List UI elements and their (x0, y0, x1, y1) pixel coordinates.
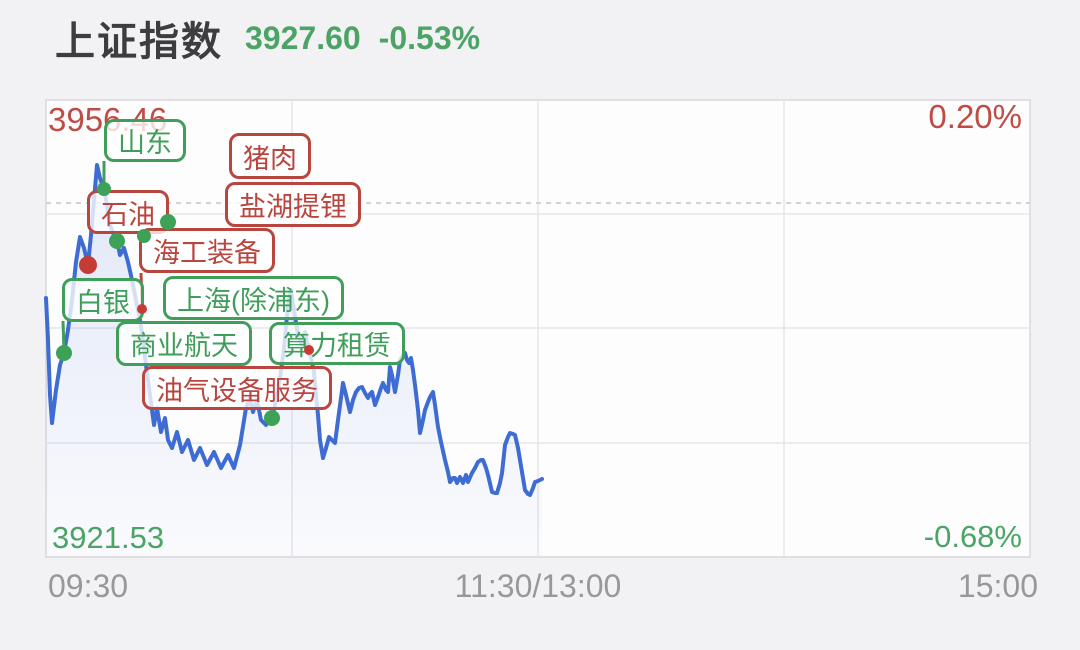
sector-tag-10[interactable]: 油气设备服务 (142, 366, 332, 410)
x-axis-label-midday: 11:30/13:00 (454, 568, 622, 604)
sector-tag-7[interactable]: 上海(除浦东) (163, 276, 344, 320)
sector-tag-8[interactable]: 商业航天 (116, 321, 252, 366)
x-axis-label-close: 15:00 (957, 568, 1038, 604)
sector-tag-5[interactable]: 海工装备 (139, 228, 275, 273)
sector-tag-1[interactable]: 山东 (104, 119, 186, 162)
index-last-price: 3927.60 (245, 19, 361, 56)
sector-tag-9[interactable]: 算力租赁 (269, 322, 405, 365)
index-change-percent: -0.53% (378, 19, 481, 56)
sector-tag-2[interactable]: 猪肉 (229, 133, 311, 179)
x-axis-label-open: 09:30 (48, 568, 129, 604)
sector-tag-6[interactable]: 白银 (62, 278, 144, 322)
index-name: 上证指数 (55, 20, 223, 64)
sector-tag-3[interactable]: 石油 (87, 190, 169, 234)
index-header: 上证指数 3927.60 -0.53% (55, 12, 481, 65)
sector-tag-4[interactable]: 盐湖提锂 (225, 182, 361, 227)
